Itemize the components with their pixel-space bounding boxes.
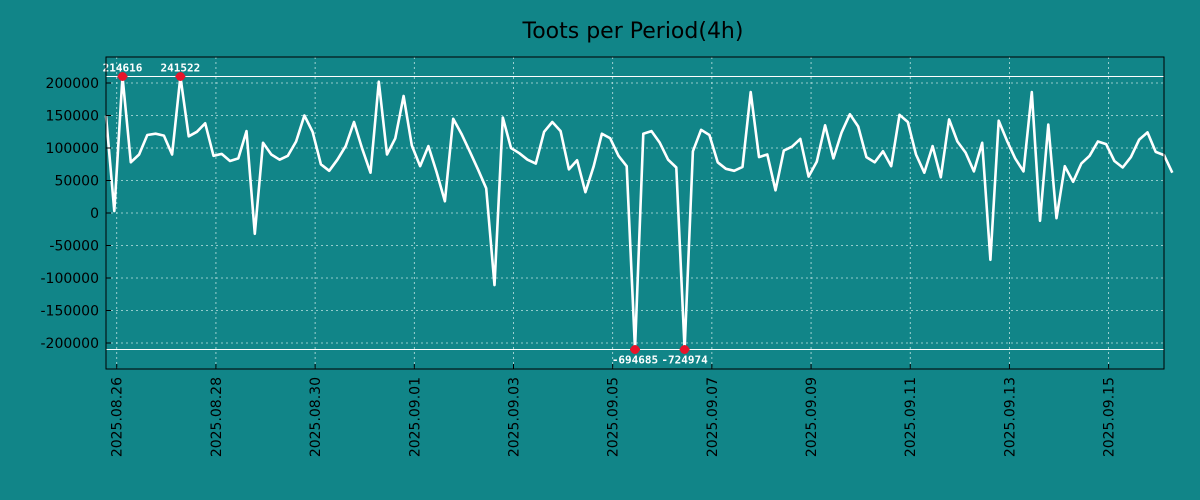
grid [106, 57, 1164, 369]
y-tick-label: -150000 [41, 304, 100, 320]
x-tick-label: 2025.08.26 [110, 377, 126, 457]
peak-label: -724974 [661, 354, 708, 367]
x-tick-label: 2025.08.28 [209, 377, 225, 457]
x-tick-label: 2025.09.11 [903, 377, 919, 457]
y-tick-label: 0 [90, 206, 99, 222]
y-tick-label: 100000 [46, 141, 99, 157]
y-axis: 200000 150000 100000 50000 0 -50000 -100000 -15… [41, 76, 111, 352]
y-tick-label: 50000 [54, 174, 99, 190]
peak-label: -694685 [612, 354, 658, 367]
peak-label: 214616 [103, 62, 143, 75]
series-line-toots [104, 75, 1174, 351]
x-tick-label: 2025.09.07 [705, 377, 721, 457]
x-tick-label: 2025.09.13 [1002, 377, 1018, 457]
x-tick-label: 2025.09.03 [506, 377, 522, 457]
y-tick-label: 150000 [46, 109, 99, 125]
x-axis: 2025.08.26 2025.08.28 2025.08.30 2025.09.01… [110, 364, 1118, 457]
chart-title: Toots per Period(4h) [522, 19, 744, 44]
series-layer [104, 75, 1174, 351]
x-tick-label: 2025.08.30 [308, 377, 324, 457]
y-tick-label: -100000 [41, 271, 100, 287]
y-tick-label: -50000 [49, 239, 99, 255]
x-tick-label: 2025.09.09 [804, 377, 820, 457]
peak-markers: 214616 241522 -694685 -724974 [103, 62, 708, 367]
x-tick-label: 2025.09.01 [407, 377, 423, 457]
x-tick-label: 2025.09.05 [606, 377, 622, 457]
peak-label: 241522 [161, 62, 201, 75]
x-tick-label: 2025.09.15 [1102, 377, 1118, 457]
y-tick-label: 200000 [46, 76, 99, 92]
y-tick-label: -200000 [41, 336, 100, 352]
